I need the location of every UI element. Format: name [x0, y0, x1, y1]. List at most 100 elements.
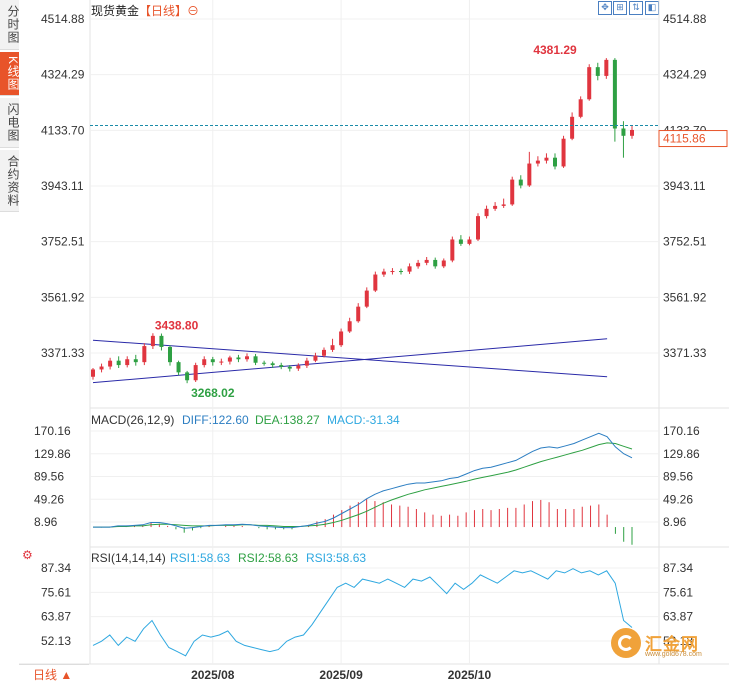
rsi-tick-right: 63.87: [663, 610, 693, 624]
candle-body: [433, 259, 438, 267]
candle-body: [262, 362, 267, 364]
time-tick-label: 2025/09: [319, 668, 363, 682]
candle-body: [570, 116, 575, 139]
candle-body: [330, 345, 335, 350]
price-tick-left: 4133.70: [41, 123, 85, 137]
rsi-tick-left: 52.13: [41, 634, 71, 648]
candle-body: [253, 356, 258, 363]
candle-body: [416, 262, 421, 267]
candle-body: [168, 346, 172, 363]
rsi-tick-left: 87.34: [41, 561, 71, 575]
candle-body: [159, 335, 164, 347]
candle-body: [287, 366, 292, 369]
candle-body: [458, 239, 463, 244]
price-tick-left: 4324.29: [41, 68, 85, 82]
collapse-toggle-icon[interactable]: ⊖: [187, 4, 200, 18]
compare-icon[interactable]: ⇅: [629, 1, 643, 15]
logo-url: www.gold678.com: [645, 651, 702, 658]
rsi-line: [92, 568, 633, 657]
macd-tick-right: 89.56: [663, 470, 693, 484]
side-tab-2[interactable]: 闪电图: [0, 98, 20, 148]
candle-body: [476, 216, 480, 240]
candle-body: [133, 359, 138, 363]
min-price-label: 3268.02: [191, 386, 235, 400]
instrument-name: 现货黄金: [91, 4, 140, 18]
rsi-tick-left: 63.87: [41, 610, 71, 624]
trendline: [92, 338, 608, 384]
rsi-tick-right: 75.61: [663, 585, 693, 599]
chart-title: 现货黄金【日线】⊖: [91, 2, 199, 19]
price-tick-left: 3371.33: [41, 346, 85, 360]
macd-tick-right: 129.86: [663, 447, 700, 461]
candle-body: [604, 59, 609, 76]
rsi-title: RSI(14,14,14): [91, 551, 166, 565]
period-label[interactable]: 【日线】: [139, 4, 188, 18]
macd-tick-left: 129.86: [34, 447, 71, 461]
candle-body: [535, 160, 540, 164]
price-tick-left: 4514.88: [41, 12, 85, 26]
candle-body: [390, 271, 395, 273]
price-tick-right: 4324.29: [663, 68, 707, 82]
candle-body: [150, 335, 155, 347]
candle-body: [176, 362, 181, 373]
candle-body: [91, 369, 95, 377]
candle-body: [527, 163, 532, 186]
macd-tick-left: 170.16: [34, 424, 71, 438]
rsi-tick-right: 52.13: [663, 634, 693, 648]
candle-body: [484, 208, 489, 217]
candle-body: [313, 355, 318, 361]
macd-tick-right: 49.26: [663, 492, 693, 506]
candle-body: [125, 359, 130, 366]
candle-body: [544, 157, 549, 161]
macd-legend-dea: DEA:138.27: [255, 413, 320, 427]
macd-tick-left: 8.96: [34, 515, 58, 529]
candle-body: [347, 321, 352, 332]
max-price-label: 4381.29: [533, 43, 577, 57]
candle-body: [450, 239, 455, 261]
price-tick-right: 3943.11: [663, 179, 706, 193]
candle-body: [578, 99, 583, 117]
macd-title: MACD(26,12,9): [91, 413, 174, 427]
candle-body: [116, 360, 121, 366]
period-button[interactable]: 日线 ▲: [19, 664, 89, 685]
candle-body: [510, 179, 515, 205]
candle-body: [304, 360, 309, 366]
side-tab-0[interactable]: 分时图: [0, 0, 20, 50]
back-icon[interactable]: ◧: [645, 1, 659, 15]
fullscreen-icon[interactable]: ✥: [598, 1, 612, 15]
macd-tick-left: 49.26: [34, 492, 64, 506]
candle-body: [245, 356, 249, 360]
side-tab-3[interactable]: 合约资料: [0, 150, 20, 212]
candle-body: [227, 357, 232, 362]
candle-body: [279, 365, 284, 367]
time-tick-label: 2025/08: [191, 668, 235, 682]
candle-body: [210, 359, 215, 363]
zoom-icon[interactable]: ⊞: [613, 1, 627, 15]
candle-body: [399, 271, 403, 273]
macd-tick-right: 170.16: [663, 424, 700, 438]
candle-body: [296, 365, 301, 369]
candle-body: [630, 129, 634, 136]
candle-body: [339, 331, 344, 346]
candle-body: [193, 365, 198, 381]
trendline: [92, 339, 608, 378]
price-tick-left: 3561.92: [41, 290, 85, 304]
candle-body: [595, 67, 600, 76]
candle-body: [142, 346, 147, 363]
time-tick-label: 2025/10: [448, 668, 492, 682]
candle-body: [356, 306, 361, 322]
candle-body: [407, 266, 412, 272]
candle-body: [236, 357, 241, 360]
side-tab-1[interactable]: K线图: [0, 52, 20, 96]
candle-body: [108, 360, 113, 367]
price-tick-right: 3371.33: [663, 346, 707, 360]
rsi-legend-rsi1: RSI1:58.63: [170, 551, 230, 565]
candle-body: [493, 205, 498, 209]
current-price-label: 4115.86: [663, 132, 706, 146]
current-price-box: [658, 130, 728, 148]
candle-body: [441, 260, 446, 267]
candle-body: [202, 359, 207, 366]
candle-body: [553, 157, 557, 167]
rsi-legend-rsi2: RSI2:58.63: [238, 551, 298, 565]
